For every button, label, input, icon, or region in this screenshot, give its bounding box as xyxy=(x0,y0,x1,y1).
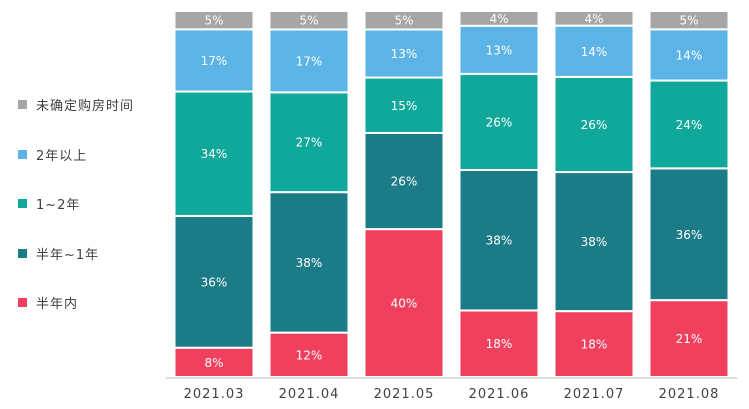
legend-item: 半年~1年 xyxy=(18,229,134,279)
bar-value-label: 34% xyxy=(201,147,228,161)
x-tick-label: 2021.08 xyxy=(659,387,720,402)
bar-value-label: 24% xyxy=(676,118,703,132)
bar-value-label: 21% xyxy=(676,332,703,346)
bar-value-label: 38% xyxy=(581,235,608,249)
bar-value-label: 18% xyxy=(581,338,608,352)
bar-value-label: 14% xyxy=(676,48,703,62)
bar-segment xyxy=(648,79,730,170)
legend-label: 1~2年 xyxy=(36,198,81,214)
bar-segment xyxy=(648,10,730,31)
legend: 未确定购房时间 2年以上 1~2年半年~1年半年内 xyxy=(18,80,134,328)
legend-swatch xyxy=(18,199,27,209)
x-tick-label: 2021.07 xyxy=(564,387,625,402)
bar-value-label: 38% xyxy=(486,234,513,248)
bar-value-label: 4% xyxy=(584,12,603,26)
bar-value-label: 17% xyxy=(201,54,228,68)
bar-value-label: 12% xyxy=(296,348,323,362)
x-tick-label: 2021.03 xyxy=(184,387,245,402)
bar-value-label: 18% xyxy=(486,337,513,351)
bar-value-label: 13% xyxy=(391,47,418,61)
legend-label: 半年内 xyxy=(36,297,79,313)
bar-value-label: 38% xyxy=(296,256,323,270)
legend-label: 半年~1年 xyxy=(36,247,100,263)
legend-label: 未确定购房时间 xyxy=(36,99,135,115)
legend-label: 2年以上 xyxy=(36,148,88,164)
bar-segment xyxy=(268,28,350,94)
legend-swatch xyxy=(18,298,27,308)
bar-segment xyxy=(173,90,255,217)
bar-value-label: 36% xyxy=(201,275,228,289)
bar-segment xyxy=(268,91,350,194)
legend-item: 1~2年 xyxy=(18,179,134,229)
bar-segment xyxy=(363,28,445,79)
bar-segment xyxy=(268,191,350,334)
legend-item: 未确定购房时间 xyxy=(18,80,134,130)
bar-segment xyxy=(268,10,350,31)
bar-segment xyxy=(173,10,255,31)
bar-segment xyxy=(553,75,635,174)
x-tick-label: 2021.04 xyxy=(279,387,340,402)
x-tick-label: 2021.06 xyxy=(469,387,530,402)
legend-item: 半年内 xyxy=(18,278,134,328)
bar-segment xyxy=(553,171,635,313)
bar-segment xyxy=(363,132,445,231)
bar-segment xyxy=(458,24,540,75)
bar-segment xyxy=(268,331,350,378)
legend-item: 2年以上 xyxy=(18,130,134,180)
bar-value-label: 15% xyxy=(391,99,418,113)
bar-value-label: 5% xyxy=(204,14,223,28)
bar-value-label: 5% xyxy=(299,14,318,28)
bar-segment xyxy=(458,309,540,379)
bar-segment xyxy=(363,10,445,31)
bar-segment xyxy=(648,167,730,302)
bar-segment xyxy=(173,214,255,349)
bar-segment xyxy=(458,168,540,312)
legend-swatch xyxy=(18,149,27,159)
bar-value-label: 8% xyxy=(204,356,223,370)
bar-value-label: 26% xyxy=(391,175,418,189)
bar-value-label: 40% xyxy=(391,297,418,311)
bar-value-label: 27% xyxy=(296,136,323,150)
bar-segment xyxy=(173,28,255,93)
bar-value-label: 26% xyxy=(581,118,608,132)
x-tick-label: 2021.05 xyxy=(374,387,435,402)
bar-value-label: 36% xyxy=(676,228,703,242)
bar-value-label: 14% xyxy=(581,45,608,59)
bar-value-label: 26% xyxy=(486,115,513,129)
bar-segment xyxy=(648,299,730,379)
bar-value-label: 5% xyxy=(679,14,698,28)
bar-segment xyxy=(458,10,540,27)
bar-value-label: 5% xyxy=(394,14,413,28)
bar-segment xyxy=(553,310,635,378)
bar-segment xyxy=(553,10,635,27)
bar-value-label: 13% xyxy=(486,43,513,57)
bar-value-label: 17% xyxy=(296,54,323,68)
legend-swatch xyxy=(18,100,27,110)
legend-swatch xyxy=(18,248,27,258)
bar-segment xyxy=(363,228,445,378)
bar-value-label: 4% xyxy=(489,12,508,26)
